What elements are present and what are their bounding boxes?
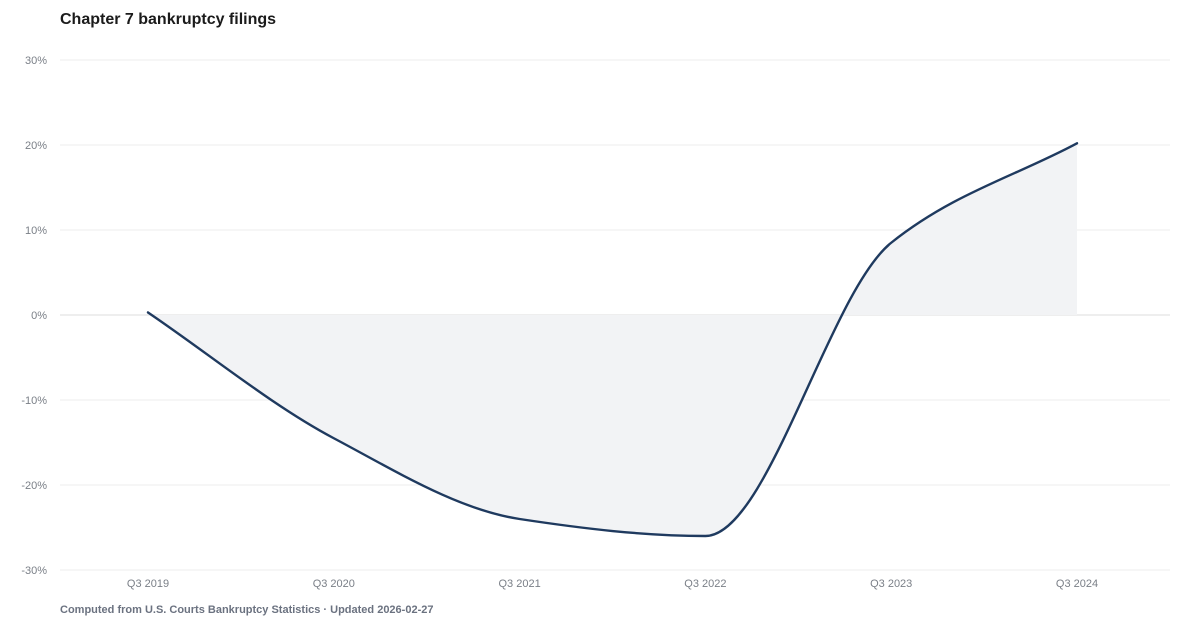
source-footer: Computed from U.S. Courts Bankruptcy Sta… xyxy=(60,604,434,616)
y-tick-label: -10% xyxy=(21,395,47,407)
x-tick-label: Q3 2019 xyxy=(127,578,169,590)
x-tick-label: Q3 2022 xyxy=(684,578,726,590)
y-axis: 30% 20% 10% 0% -10% -20% -30% xyxy=(21,55,47,577)
line-chart: 30%20%10%0%-10%-20%-30% Q3 2019 Q3 2020 Q3… xyxy=(21,55,1170,590)
series-line xyxy=(146,142,1079,538)
y-tick-label: -20% xyxy=(21,480,47,492)
x-tick-label: Q3 2020 xyxy=(313,578,355,590)
x-tick-label: Q3 2021 xyxy=(498,578,540,590)
y-tick-label: 10% xyxy=(25,225,47,237)
y-tick-label: -30% xyxy=(21,565,47,577)
x-tick-label: Q3 2023 xyxy=(870,578,912,590)
y-tick-label: 20% xyxy=(25,140,47,152)
y-tick-label: 30% xyxy=(25,55,47,67)
chart-title: Chapter 7 bankruptcy filings xyxy=(60,11,277,28)
x-tick-label: Q3 2024 xyxy=(1056,578,1098,590)
area-fill-layer xyxy=(148,143,1077,537)
series-line-layer xyxy=(146,142,1079,538)
area-fill xyxy=(148,143,1077,537)
x-axis: Q3 2019 Q3 2020 Q3 2021 Q3 2022 Q3 2023 Q3 20… xyxy=(127,578,1098,590)
y-tick-label: 0% xyxy=(31,310,47,322)
